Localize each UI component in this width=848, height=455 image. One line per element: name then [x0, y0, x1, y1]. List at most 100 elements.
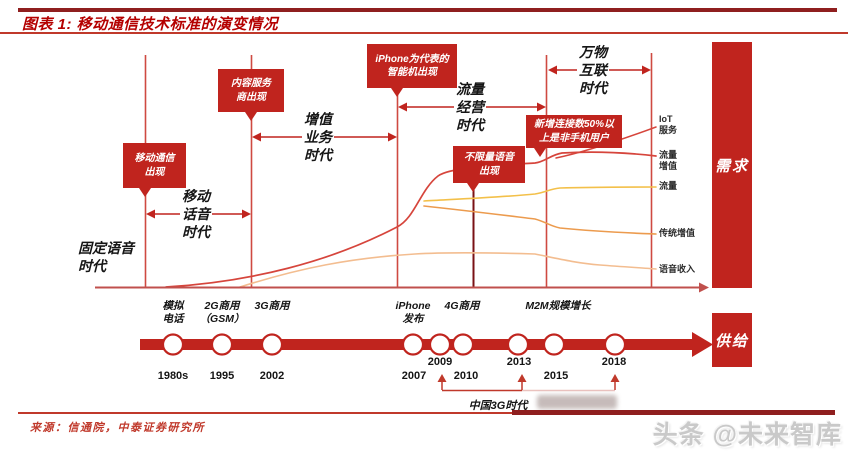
timeline-dot-1995 — [210, 333, 234, 356]
curve-label-traffic: 流量 — [659, 181, 677, 192]
callout-line: 不限量语音 — [464, 152, 514, 164]
era-line: 时代 — [304, 147, 332, 163]
traffic-curve — [423, 186, 657, 202]
era-line: 时代 — [456, 117, 484, 133]
traditional-va-curve — [423, 205, 657, 235]
year-2010: 2010 — [453, 370, 479, 382]
year-2007: 2007 — [401, 370, 427, 382]
top-rule-thick — [18, 8, 837, 12]
supply-bar: 供给 — [712, 313, 752, 367]
timeline-dot-2015 — [542, 333, 566, 356]
timeline-dot-2009 — [428, 333, 452, 356]
event-line: 模拟 — [162, 300, 184, 312]
callout-line: 出现 — [479, 165, 499, 177]
callout-line: iPhone为代表的 — [375, 53, 449, 65]
china-3g-era-label: 中国3G时代 — [468, 400, 528, 412]
callout-iphone-smartphones: iPhone为代表的 智能机出现 — [367, 44, 457, 97]
era-label-mobile-voice: 移动 话音 时代 — [166, 187, 226, 241]
timeline-dot-2018 — [603, 333, 627, 356]
era-label-fixed-voice: 固定语音 时代 — [78, 239, 156, 275]
event-label-m2m-growth: M2M规模增长 — [516, 300, 600, 313]
callout-line: 上是非手机用户 — [539, 132, 609, 144]
curve-label-voice-revenue: 语音收入 — [659, 264, 695, 275]
demand-label: 需求 — [714, 157, 749, 175]
baseline-axis — [95, 282, 709, 293]
title-underline — [0, 32, 848, 34]
curve-label-line: 流量 — [659, 181, 678, 191]
callout-line: 移动通信 — [134, 153, 175, 165]
timeline-bar — [140, 332, 713, 357]
revenue-curves — [165, 126, 657, 288]
era-boundary-lines — [144, 53, 653, 287]
callout-line: 内容服务 — [231, 78, 271, 90]
era-label-iot: 万物 互联 时代 — [563, 43, 623, 97]
era-line: 固定语音 — [78, 240, 134, 256]
event-label-analog-phone: 模拟 电话 — [143, 300, 203, 325]
year-2013: 2013 — [506, 356, 532, 368]
timeline-dot-2013 — [506, 333, 530, 356]
year-1980s: 1980s — [157, 370, 189, 382]
era-line: 万物 — [579, 44, 607, 60]
main-growth-curve — [165, 151, 657, 288]
event-label-4g: 4G商用 — [432, 300, 492, 313]
event-line: 3G商用 — [254, 300, 290, 312]
curve-label-line: 传统增值 — [659, 228, 696, 238]
china-era-arrows — [437, 374, 620, 392]
era-line: 移动 — [182, 188, 210, 204]
curve-label-traditional-va: 传统增值 — [659, 228, 695, 239]
event-label-3g: 3G商用 — [242, 300, 302, 313]
timeline-dot-2010 — [451, 333, 475, 356]
event-line: iPhone — [395, 300, 431, 312]
event-line: 2G商用 — [204, 300, 240, 312]
event-line: M2M规模增长 — [525, 300, 591, 312]
year-1995: 1995 — [209, 370, 235, 382]
source-note: 来源：信通院，中泰证券研究所 — [30, 422, 205, 434]
year-2002: 2002 — [259, 370, 285, 382]
year-2018: 2018 — [601, 356, 627, 368]
year-2009: 2009 — [427, 356, 453, 368]
event-label-2g-gsm: 2G商用 （GSM） — [192, 300, 252, 325]
curve-label-line: 流量 — [659, 150, 678, 160]
curve-label-line: 语音收入 — [659, 264, 696, 274]
curve-label-traffic-va: 流量 增值 — [659, 150, 677, 171]
curve-label-line: 增值 — [659, 160, 678, 171]
era-line: 业务 — [302, 128, 334, 146]
era-line: 时代 — [78, 258, 106, 274]
curve-label-iot-service: IoT 服务 — [659, 114, 677, 135]
event-line: 电话 — [162, 312, 184, 325]
era-line: 时代 — [579, 80, 607, 96]
callout-mobile-comm-appears: 移动通信 出现 — [123, 143, 186, 197]
event-line: 4G商用 — [444, 300, 480, 312]
callout-content-providers: 内容服务 商出现 — [218, 69, 284, 121]
year-2015: 2015 — [543, 370, 569, 382]
source-rule-thick — [512, 410, 835, 415]
era-line: 话音 — [180, 205, 212, 223]
callout-line: 新增连接数50%以 — [533, 119, 614, 131]
callout-line: 智能机出现 — [387, 67, 437, 78]
source-rule-thin — [18, 412, 512, 414]
redacted-era-label — [537, 395, 617, 409]
event-label-iphone-launch: iPhone 发布 — [383, 300, 443, 325]
callout-new-connections-non-phone: 新增连接数50%以 上是非手机用户 — [526, 115, 622, 157]
era-line: 时代 — [182, 224, 210, 240]
figure-title: 图表 1: 移动通信技术标准的演变情况 — [22, 16, 279, 33]
timeline-dot-1980s — [161, 333, 185, 356]
curve-label-line: IoT — [659, 114, 673, 124]
era-line: 增值 — [304, 111, 332, 127]
watermark: 头条 @未来智库 — [652, 421, 842, 449]
event-line: （GSM） — [199, 312, 245, 325]
callout-unlimited-voice: 不限量语音 出现 — [453, 146, 525, 192]
curve-label-line: 服务 — [659, 124, 678, 135]
event-line: 发布 — [402, 312, 424, 325]
supply-label: 供给 — [714, 332, 749, 350]
demand-bar: 需求 — [712, 42, 752, 288]
voice-revenue-curve — [239, 252, 657, 288]
era-label-value-added: 增值 业务 时代 — [288, 110, 348, 164]
era-label-traffic-operation: 流量 经营 时代 — [440, 80, 500, 134]
timeline-dot-2007 — [401, 333, 425, 356]
timeline-dot-2002 — [260, 333, 284, 356]
callout-line: 商出现 — [236, 91, 266, 103]
era-line: 经营 — [454, 98, 486, 116]
